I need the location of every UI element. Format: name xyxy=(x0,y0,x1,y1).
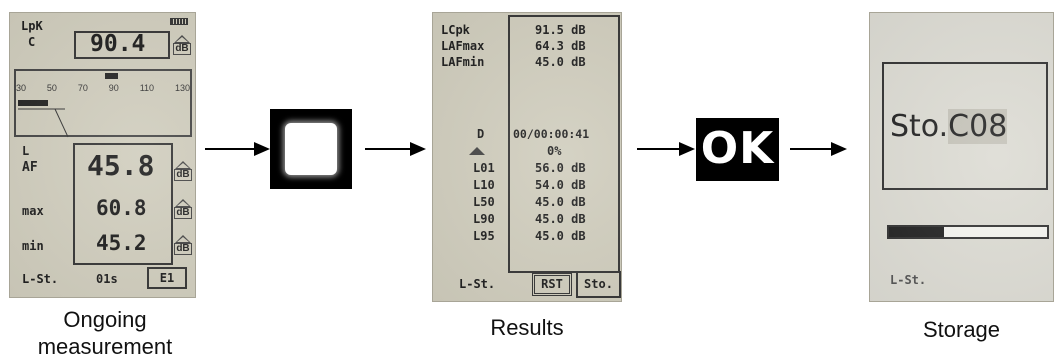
l01-value: 56.0 dB xyxy=(535,161,586,175)
bargraph-level-bar xyxy=(18,100,48,106)
storage-screen: Sto.C08 L-St. xyxy=(869,12,1054,302)
peak-weighting-label: C xyxy=(28,35,36,49)
flow-arrow xyxy=(790,148,834,150)
arrow-right-icon xyxy=(254,142,270,156)
scale-tick: 90 xyxy=(108,83,119,93)
bargraph-scale: 30 50 70 90 110 130 xyxy=(16,83,190,93)
min-unit-indicator: dB xyxy=(174,235,192,259)
caption-ongoing-measurement: Ongoing measurement xyxy=(10,306,200,360)
lafmin-value: 45.0 dB xyxy=(535,55,586,69)
level-label: L xyxy=(22,144,30,158)
level-bargraph xyxy=(14,69,192,137)
l95-value: 45.0 dB xyxy=(535,229,586,243)
lafmin-label: LAFmin xyxy=(441,55,485,69)
peak-value-box xyxy=(74,31,170,59)
l01-label: L01 xyxy=(473,161,495,175)
triangle-up-icon xyxy=(175,235,191,243)
scale-tick: 50 xyxy=(46,83,57,93)
store-button[interactable]: Sto. xyxy=(576,271,621,298)
overload-value: 0% xyxy=(547,144,562,158)
duration-value: 00/00:00:41 xyxy=(513,127,590,141)
flow-arrow xyxy=(637,148,682,150)
peak-unit-indicator: dB xyxy=(173,35,191,59)
scale-tick: 30 xyxy=(16,83,27,93)
ongoing-measurement-screen: LpK C 90.4 dB 30 50 70 90 110 130 L AF 4… xyxy=(9,12,196,298)
af-label: AF xyxy=(22,160,38,175)
mode-label: L-St. xyxy=(890,273,927,287)
square-stop-icon xyxy=(285,123,337,175)
flow-arrow xyxy=(365,148,413,150)
storage-text: Sto.C08 xyxy=(890,109,1008,144)
arrow-right-icon xyxy=(679,142,695,156)
af-unit-indicator: dB xyxy=(174,161,192,185)
scale-tick: 130 xyxy=(174,83,190,93)
mode-label: L-St. xyxy=(459,277,496,291)
peak-label: LpK xyxy=(21,19,43,33)
caption-results: Results xyxy=(490,315,564,340)
min-label: min xyxy=(22,239,44,253)
arrow-right-icon xyxy=(831,142,847,156)
caption-line: measurement xyxy=(37,334,173,359)
bargraph-peak-marker xyxy=(105,73,118,79)
peak-value: 90.4 xyxy=(90,31,146,57)
duration-label: D xyxy=(477,127,485,141)
l50-label: L50 xyxy=(473,195,495,209)
max-label: max xyxy=(22,204,44,218)
storage-frame xyxy=(882,62,1048,190)
reset-button[interactable]: RST xyxy=(532,273,572,296)
max-unit-indicator: dB xyxy=(174,199,192,223)
mode-label: L-St. xyxy=(22,272,59,286)
flow-arrow xyxy=(205,148,258,150)
storage-progress-fill xyxy=(889,227,945,237)
triangle-up-icon xyxy=(175,199,191,207)
ok-key-button[interactable]: OK xyxy=(696,118,779,181)
triangle-up-icon xyxy=(175,161,191,169)
results-values-frame xyxy=(508,15,620,273)
af-value: 45.8 xyxy=(87,149,155,182)
battery-icon xyxy=(170,18,188,25)
caption-line: Ongoing xyxy=(63,307,147,332)
level-box xyxy=(73,143,173,265)
store-slot: C08 xyxy=(948,109,1008,144)
time-value: 01s xyxy=(96,272,118,286)
caption-storage: Storage xyxy=(922,317,1001,342)
l95-label: L95 xyxy=(473,229,495,243)
l90-label: L90 xyxy=(473,212,495,226)
lcpk-label: LCpk xyxy=(441,23,470,37)
stop-key-button[interactable] xyxy=(270,109,352,189)
scale-tick: 70 xyxy=(77,83,88,93)
l10-label: L10 xyxy=(473,178,495,192)
storage-progress-bar xyxy=(887,225,1049,239)
l50-value: 45.0 dB xyxy=(535,195,586,209)
results-screen: LCpk 91.5 dB LAFmax 64.3 dB LAFmin 45.0 … xyxy=(432,12,622,302)
bargraph-trace xyxy=(18,108,69,138)
min-value: 45.2 xyxy=(96,231,147,255)
overload-triangle-icon xyxy=(469,147,485,155)
l90-value: 45.0 dB xyxy=(535,212,586,226)
triangle-up-icon xyxy=(174,35,190,43)
store-prefix: Sto. xyxy=(890,109,949,144)
l10-value: 54.0 dB xyxy=(535,178,586,192)
lafmax-label: LAFmax xyxy=(441,39,485,53)
lafmax-value: 64.3 dB xyxy=(535,39,586,53)
lcpk-value: 91.5 dB xyxy=(535,23,586,37)
max-value: 60.8 xyxy=(96,196,147,220)
scale-tick: 110 xyxy=(139,83,155,93)
arrow-right-icon xyxy=(410,142,426,156)
ok-key-label: OK xyxy=(700,123,775,174)
range-button[interactable]: E1 xyxy=(147,267,187,289)
